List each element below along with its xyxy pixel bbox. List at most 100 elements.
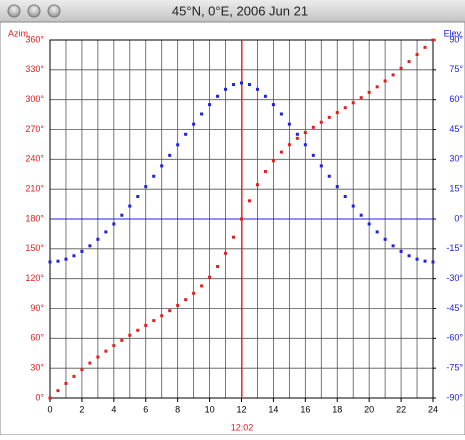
data-point [383, 79, 387, 83]
y2-tick-label: 75° [449, 64, 463, 74]
data-point [351, 101, 355, 105]
data-point [168, 309, 172, 313]
data-point [96, 355, 100, 359]
data-point [208, 275, 212, 279]
data-point [367, 90, 371, 94]
data-point [423, 45, 427, 49]
data-point [431, 38, 435, 42]
noon-label: 12:02 [231, 422, 254, 432]
data-point [128, 333, 132, 337]
data-point [200, 112, 204, 116]
y2-tick-label: 30° [449, 154, 463, 164]
data-point [192, 122, 196, 126]
data-point [431, 260, 435, 264]
data-point [359, 213, 363, 217]
data-point [375, 85, 379, 89]
window-title: 45°N, 0°E, 2006 Jun 21 [172, 3, 308, 18]
y-tick-label: 90° [30, 303, 44, 313]
data-point [88, 361, 92, 365]
y-axis-label: Azim. [8, 28, 31, 38]
y2-tick-label: -45° [446, 303, 463, 313]
x-tick-label: 4 [111, 404, 116, 414]
data-point [216, 94, 220, 98]
data-point [311, 153, 315, 157]
zoom-button[interactable] [47, 4, 61, 18]
y-tick-label: 330° [25, 64, 44, 74]
data-point [224, 251, 228, 255]
data-point [295, 136, 299, 140]
data-point [407, 60, 411, 64]
data-point [367, 222, 371, 226]
x-tick-label: 8 [175, 404, 180, 414]
y-tick-label: 180° [25, 213, 44, 223]
data-point [240, 217, 243, 221]
x-tick-label: 0 [47, 404, 52, 414]
data-point [247, 199, 251, 203]
data-point [48, 260, 52, 264]
y2-tick-label: -75° [446, 363, 463, 373]
data-point [375, 230, 379, 234]
data-point [120, 338, 124, 342]
data-point [287, 122, 291, 126]
data-point [192, 291, 196, 295]
data-point [279, 112, 283, 116]
data-point [319, 164, 323, 168]
y2-tick-label: 60° [449, 94, 463, 104]
data-point [343, 195, 347, 199]
data-point [88, 244, 92, 248]
y-tick-label: 270° [25, 124, 44, 134]
y2-tick-label: -15° [446, 243, 463, 253]
x-tick-label: 6 [143, 404, 148, 414]
data-point [271, 103, 275, 107]
y-tick-label: 120° [25, 273, 44, 283]
data-point [351, 204, 355, 208]
data-point [319, 120, 323, 124]
data-point [391, 73, 395, 77]
data-point [144, 185, 148, 189]
data-point [399, 66, 403, 70]
data-point [415, 257, 419, 261]
data-point [247, 83, 251, 87]
data-point [136, 328, 140, 332]
data-point [263, 94, 267, 98]
data-point [391, 244, 395, 248]
data-point [72, 254, 76, 258]
data-point [407, 254, 411, 258]
plot: 0 2 4 6 8 10 12 14 16 18 20 22 240°30°60°90°120°150°… [8, 28, 463, 432]
data-point [112, 344, 116, 348]
minimize-button[interactable] [27, 4, 41, 18]
close-button[interactable] [7, 4, 21, 18]
data-point [104, 230, 108, 234]
y2-tick-label: 15° [449, 184, 463, 194]
data-point [144, 323, 148, 327]
x-tick-label: 2 [79, 404, 84, 414]
y-tick-label: 30° [30, 363, 44, 373]
data-point [255, 87, 259, 91]
data-point [56, 259, 60, 263]
data-point [327, 115, 331, 119]
data-point [56, 389, 60, 393]
data-point [311, 125, 315, 129]
x-tick-label: 22 [396, 404, 406, 414]
data-point [279, 150, 283, 154]
data-point [255, 183, 259, 187]
x-tick-label: 18 [332, 404, 342, 414]
data-point [263, 169, 267, 173]
data-point [112, 222, 116, 226]
data-point [96, 237, 100, 241]
data-point [64, 257, 68, 261]
data-point [383, 237, 387, 241]
y2-axis-label: Elev. [444, 28, 463, 38]
x-tick-label: 10 [205, 404, 215, 414]
y-tick-label: 0° [35, 392, 44, 402]
y-tick-label: 300° [25, 94, 44, 104]
data-point [208, 103, 212, 107]
data-point [152, 319, 156, 323]
data-point [216, 265, 220, 269]
y2-tick-label: 0° [454, 213, 463, 223]
data-point [160, 314, 164, 318]
data-point [399, 249, 403, 253]
